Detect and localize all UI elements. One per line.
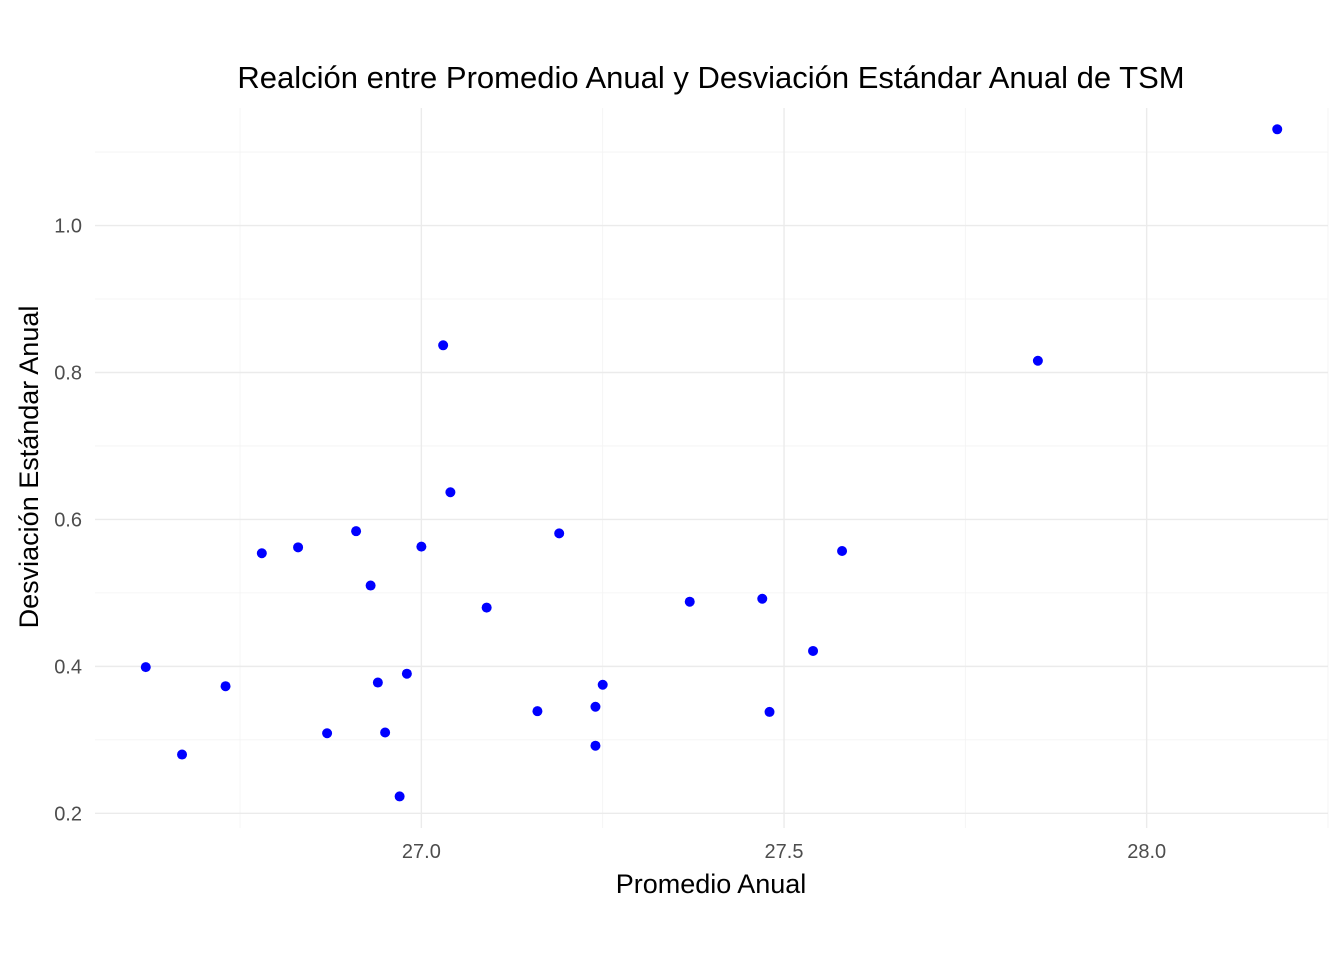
grid-lines <box>95 108 1329 828</box>
data-point <box>438 340 449 351</box>
data-point <box>293 542 304 553</box>
data-point <box>401 668 412 679</box>
data-point <box>808 645 819 656</box>
data-point <box>177 749 188 760</box>
data-point <box>220 681 231 692</box>
data-point <box>532 706 543 717</box>
data-point <box>684 596 695 607</box>
data-points <box>140 124 1283 802</box>
data-point <box>590 701 601 712</box>
data-point <box>590 740 601 751</box>
y-tick-label: 0.2 <box>54 803 82 825</box>
data-point <box>380 727 391 738</box>
data-point <box>554 528 565 539</box>
y-axis-ticks: 0.2 0.4 0.6 0.8 1.0 <box>54 216 82 826</box>
chart-title: Realción entre Promedio Anual y Desviaci… <box>237 60 1184 95</box>
x-tick-label: 27.0 <box>402 841 441 863</box>
x-tick-label: 27.5 <box>765 841 804 863</box>
y-tick-label: 1.0 <box>54 216 82 238</box>
data-point <box>764 706 775 717</box>
data-point <box>837 546 848 557</box>
y-tick-label: 0.6 <box>54 509 82 531</box>
data-point <box>416 541 427 552</box>
y-tick-label: 0.4 <box>54 656 82 678</box>
data-point <box>1032 355 1043 366</box>
data-point <box>394 791 405 802</box>
data-point <box>597 679 608 690</box>
x-axis-title: Promedio Anual <box>616 869 807 899</box>
data-point <box>445 487 456 498</box>
data-point <box>757 593 768 604</box>
data-point <box>140 662 151 673</box>
data-point <box>481 602 492 613</box>
data-point <box>365 580 376 591</box>
y-tick-label: 0.8 <box>54 362 82 384</box>
x-axis-ticks: 27.0 27.5 28.0 <box>402 841 1166 863</box>
data-point <box>322 728 333 739</box>
y-axis-title: Desviación Estándar Anual <box>14 306 44 629</box>
data-point <box>372 677 383 688</box>
x-tick-label: 28.0 <box>1127 841 1166 863</box>
data-point <box>1272 124 1283 135</box>
data-point <box>351 526 362 537</box>
data-point <box>256 548 267 559</box>
